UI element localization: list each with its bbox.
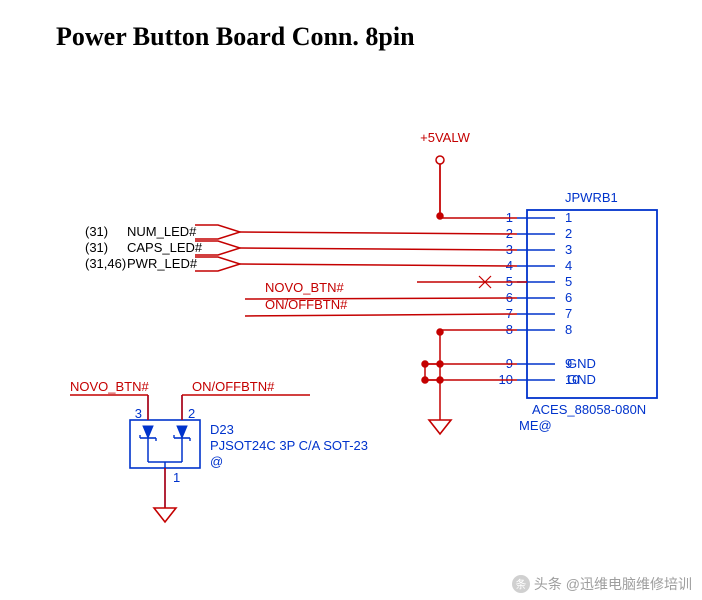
svg-text:ME@: ME@ [519, 418, 552, 433]
svg-text:1: 1 [173, 470, 180, 485]
svg-text:GND: GND [567, 356, 596, 371]
svg-text:3: 3 [135, 406, 142, 421]
watermark-text: 头条 @迅维电脑维修培训 [534, 574, 692, 594]
svg-text:NOVO_BTN#: NOVO_BTN# [265, 280, 345, 295]
watermark-icon: 条 [512, 575, 530, 593]
svg-text:2: 2 [565, 226, 572, 241]
svg-text:1: 1 [565, 210, 572, 225]
svg-text:GND: GND [567, 372, 596, 387]
svg-text:@: @ [210, 454, 223, 469]
svg-text:JPWRB1: JPWRB1 [565, 190, 618, 205]
svg-text:D23: D23 [210, 422, 234, 437]
svg-text:6: 6 [565, 290, 572, 305]
watermark: 条 头条 @迅维电脑维修培训 [512, 574, 692, 594]
svg-text:5: 5 [565, 274, 572, 289]
svg-text:2: 2 [188, 406, 195, 421]
svg-text:7: 7 [565, 306, 572, 321]
svg-text:CAPS_LED#: CAPS_LED# [127, 240, 203, 255]
svg-text:8: 8 [565, 322, 572, 337]
svg-text:PWR_LED#: PWR_LED# [127, 256, 198, 271]
svg-text:(31): (31) [85, 240, 108, 255]
svg-text:(31): (31) [85, 224, 108, 239]
svg-text:ON/OFFBTN#: ON/OFFBTN# [192, 379, 275, 394]
svg-text:NUM_LED#: NUM_LED# [127, 224, 197, 239]
svg-text:ACES_88058-080N: ACES_88058-080N [532, 402, 646, 417]
svg-text:+5VALW: +5VALW [420, 130, 470, 145]
svg-text:ON/OFFBTN#: ON/OFFBTN# [265, 297, 348, 312]
svg-text:NOVO_BTN#: NOVO_BTN# [70, 379, 150, 394]
schematic-canvas: +5VALWJPWRB1ACES_88058-080NME@1122334455… [0, 0, 702, 600]
svg-text:4: 4 [565, 258, 572, 273]
svg-text:3: 3 [565, 242, 572, 257]
svg-text:(31,46): (31,46) [85, 256, 126, 271]
svg-text:PJSOT24C 3P C/A SOT-23: PJSOT24C 3P C/A SOT-23 [210, 438, 368, 453]
